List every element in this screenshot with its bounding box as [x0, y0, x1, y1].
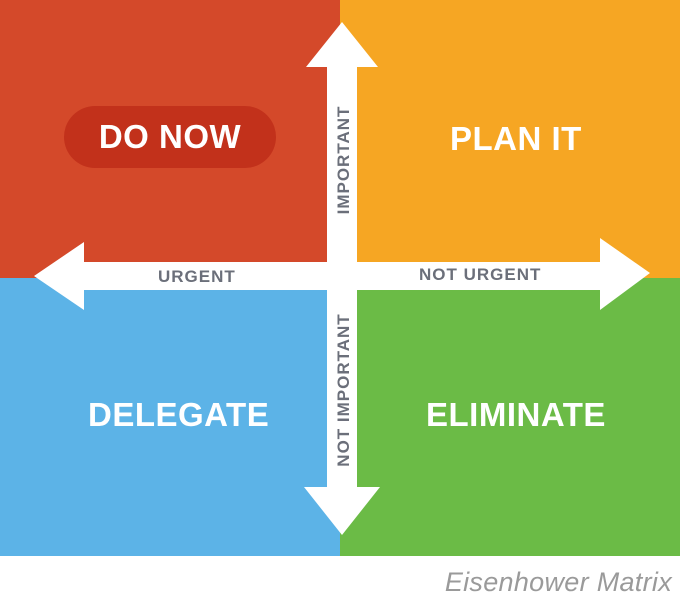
caption: Eisenhower Matrix	[444, 567, 672, 597]
plan-it-label: PLAN IT	[450, 120, 582, 157]
delegate-label: DELEGATE	[88, 396, 270, 433]
important-axis-label: IMPORTANT	[334, 105, 353, 215]
do-now-label: DO NOW	[64, 106, 276, 168]
not-urgent-axis-label: NOT URGENT	[419, 265, 542, 284]
quadrant-delegate: DELEGATE	[0, 278, 340, 556]
not-important-axis-label: NOT IMPORTANT	[334, 313, 353, 467]
urgent-axis-label: URGENT	[158, 267, 236, 286]
quadrant-plan-it: PLAN IT	[340, 0, 680, 278]
quadrant-do-now: DO NOW	[0, 0, 340, 278]
eliminate-label: ELIMINATE	[426, 396, 606, 433]
quadrant-eliminate: ELIMINATE	[340, 278, 680, 556]
